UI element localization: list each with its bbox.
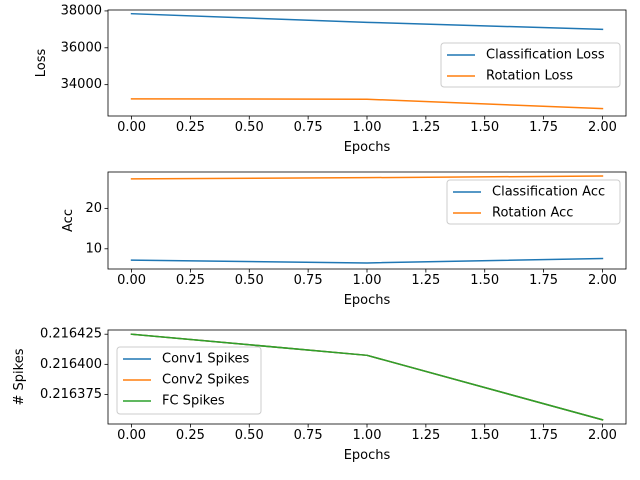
x-tick-label: 1.25 <box>411 120 440 135</box>
x-tick-label: 1.00 <box>353 120 382 135</box>
legend-label: Conv1 Spikes <box>162 352 250 367</box>
legend-label: FC Spikes <box>162 394 225 409</box>
subplot-1: 0.00 0.25 0.50 0.75 1.00 1.25 1.50 1.75 2.00 3400… <box>34 3 627 155</box>
x-tick-label: 1.25 <box>411 428 440 443</box>
series-line-2-1 <box>130 257 604 264</box>
x-tick-label: 0.75 <box>294 120 323 135</box>
x-tick-label: 1.50 <box>470 428 499 443</box>
legend-box <box>446 179 621 225</box>
y-tick-label: 10 <box>85 241 102 256</box>
y-tick-label: 0.216400 <box>40 357 102 372</box>
x-tick-label: 0.50 <box>235 428 264 443</box>
x-tick-label: 0.00 <box>117 273 146 288</box>
x-tick-label: 2.00 <box>588 120 617 135</box>
subplot-3: 0.00 0.25 0.50 0.75 1.00 1.25 1.50 1.75 2.00 0.21… <box>12 327 627 463</box>
x-tick-label: 0.25 <box>176 273 205 288</box>
legend-label: Rotation Loss <box>486 69 573 84</box>
x-tick-label: 2.00 <box>588 273 617 288</box>
x-tick-label: 1.50 <box>470 120 499 135</box>
x-axis-label: Epochs <box>344 293 391 308</box>
y-tick-label: 20 <box>85 201 102 216</box>
x-tick-label: 0.00 <box>117 120 146 135</box>
series-line-2-2 <box>130 175 604 180</box>
series-line-1-2 <box>130 98 604 110</box>
x-tick-label: 0.25 <box>176 428 205 443</box>
x-tick-label: 1.25 <box>411 273 440 288</box>
y-tick-label: 36000 <box>61 40 102 55</box>
x-tick-label: 1.00 <box>353 428 382 443</box>
y-tick-label: 0.216425 <box>40 327 102 342</box>
x-axis-label: Epochs <box>344 448 391 463</box>
x-tick-label: 0.25 <box>176 120 205 135</box>
legend-box <box>116 346 262 415</box>
legend: Classification Acc Rotation Acc <box>446 179 621 225</box>
legend: Conv1 Spikes Conv2 Spikes FC Spikes <box>116 346 262 415</box>
y-axis-label: Acc <box>61 209 76 232</box>
x-tick-label: 1.00 <box>353 273 382 288</box>
x-tick-label: 1.75 <box>529 428 558 443</box>
legend-label: Conv2 Spikes <box>162 373 250 388</box>
x-tick-label: 0.75 <box>294 273 323 288</box>
legend-box <box>440 42 621 88</box>
y-tick-label: 34000 <box>61 77 102 92</box>
subplot-2: 0.00 0.25 0.50 0.75 1.00 1.25 1.50 1.75 2.00 10 20… <box>61 171 627 308</box>
legend-label: Classification Loss <box>486 48 605 63</box>
y-axis-label: # Spikes <box>12 348 27 405</box>
x-tick-label: 2.00 <box>588 428 617 443</box>
x-tick-label: 0.75 <box>294 428 323 443</box>
y-tick-label: 38000 <box>61 3 102 18</box>
x-tick-label: 1.75 <box>529 120 558 135</box>
legend-label: Rotation Acc <box>492 206 573 221</box>
x-tick-label: 1.75 <box>529 273 558 288</box>
x-tick-label: 0.50 <box>235 273 264 288</box>
legend: Classification Loss Rotation Loss <box>440 42 621 88</box>
y-tick-label: 0.216375 <box>40 387 102 402</box>
legend-label: Classification Acc <box>492 185 605 200</box>
series-line-1-1 <box>130 12 604 31</box>
x-tick-label: 1.50 <box>470 273 499 288</box>
x-tick-label: 0.00 <box>117 428 146 443</box>
x-tick-label: 0.50 <box>235 120 264 135</box>
x-axis-label: Epochs <box>344 140 391 155</box>
series-line-3-3 <box>130 333 604 421</box>
y-axis-label: Loss <box>34 49 49 78</box>
